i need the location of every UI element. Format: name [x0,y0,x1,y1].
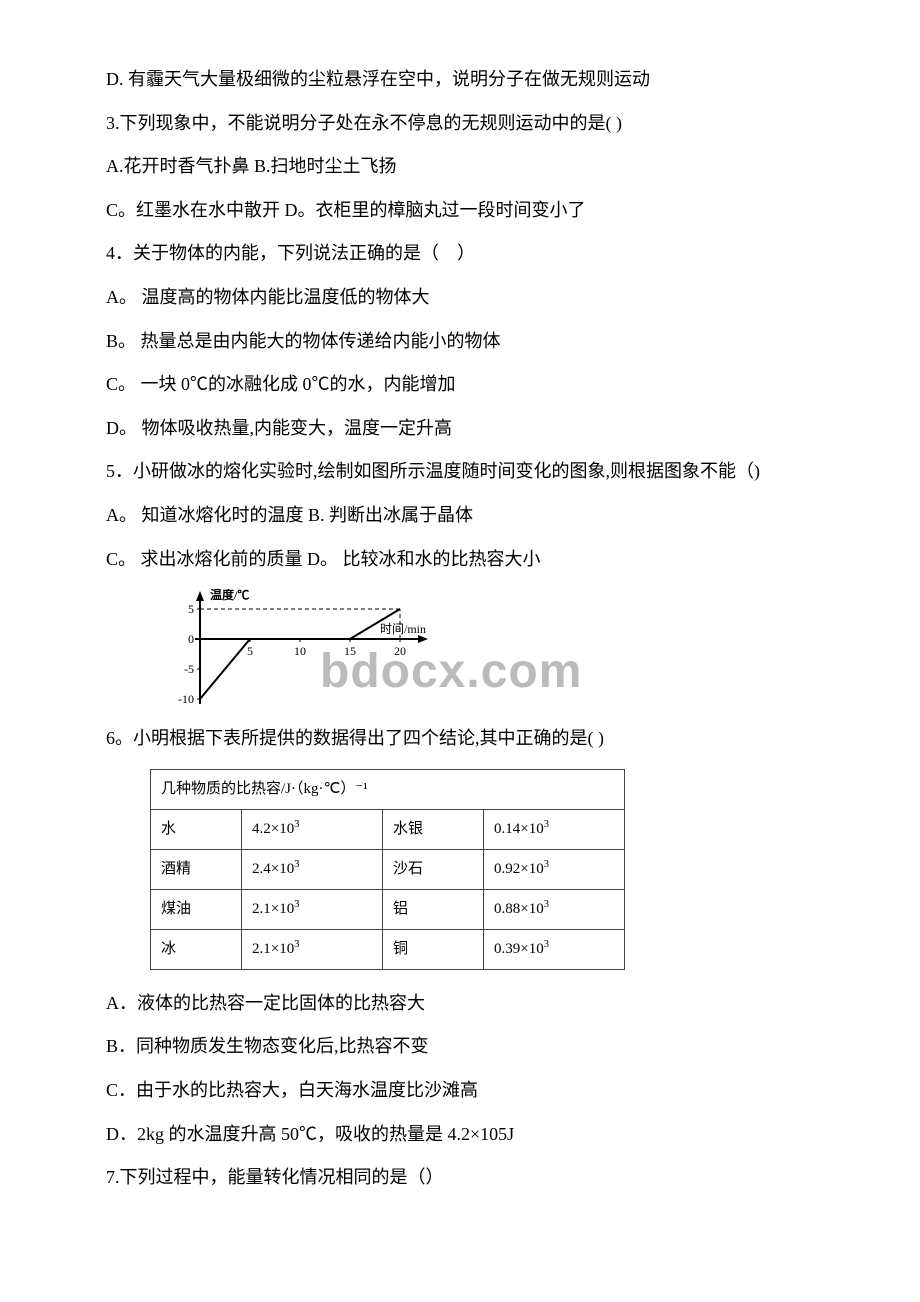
q4-stem: 4．关于物体的内能，下列说法正确的是（ ） [70,234,850,274]
table-cell: 水银 [383,809,484,849]
svg-text:-10: -10 [178,692,194,706]
q4-option-b: B。 热量总是由内能大的物体传递给内能小的物体 [70,322,850,362]
svg-text:5: 5 [247,644,253,658]
table-row: 酒精2.4×103沙石0.92×103 [151,849,625,889]
q2-option-d: D. 有霾天气大量极细微的尘粒悬浮在空中，说明分子在做无规则运动 [70,60,850,100]
table-header: 几种物质的比热容/J·（kg·℃）⁻¹ [151,769,625,809]
table-cell: 2.4×103 [242,849,383,889]
svg-text:-5: -5 [184,662,194,676]
q4-option-d: D。 物体吸收热量,内能变大，温度一定升高 [70,409,850,449]
q5-options-ab: A。 知道冰熔化时的温度 B. 判断出冰属于晶体 [70,496,850,536]
q6-option-d: D．2kg 的水温度升高 50℃，吸收的热量是 4.2×105J [70,1115,850,1155]
table-cell: 2.1×103 [242,889,383,929]
svg-text:温度/℃: 温度/℃ [210,589,249,602]
svg-text:5: 5 [188,602,194,616]
q3-stem: 3.下列现象中，不能说明分子处在永不停息的无规则运动中的是( ) [70,104,850,144]
table-cell: 0.14×103 [484,809,625,849]
svg-text:20: 20 [394,644,406,658]
melting-chart: 温度/℃时间/min-10-5055101520 bdocx.com [150,589,430,709]
table-row: 水4.2×103水银0.14×103 [151,809,625,849]
table-cell: 0.88×103 [484,889,625,929]
q6-option-a: A．液体的比热容一定比固体的比热容大 [70,984,850,1024]
table-row: 冰2.1×103铜0.39×103 [151,929,625,969]
table-cell: 沙石 [383,849,484,889]
table-row: 煤油2.1×103铝0.88×103 [151,889,625,929]
q5-stem: 5．小研做冰的熔化实验时,绘制如图所示温度随时间变化的图象,则根据图象不能（) [70,452,850,492]
table-cell: 4.2×103 [242,809,383,849]
q4-option-c: C。 一块 0℃的冰融化成 0℃的水，内能增加 [70,365,850,405]
q7-stem: 7.下列过程中，能量转化情况相同的是（） [70,1158,850,1198]
table-cell: 冰 [151,929,242,969]
q3-options-cd: C。红墨水在水中散开 D。衣柜里的樟脑丸过一段时间变小了 [70,191,850,231]
table-cell: 0.39×103 [484,929,625,969]
q3-options-ab: A.花开时香气扑鼻 B.扫地时尘土飞扬 [70,147,850,187]
table-cell: 铜 [383,929,484,969]
table-cell: 2.1×103 [242,929,383,969]
specific-heat-table: 几种物质的比热容/J·（kg·℃）⁻¹ 水4.2×103水银0.14×103酒精… [150,769,625,970]
q5-options-cd: C。 求出冰熔化前的质量 D。 比较冰和水的比热容大小 [70,540,850,580]
q6-option-b: B．同种物质发生物态变化后,比热容不变 [70,1027,850,1067]
table-cell: 酒精 [151,849,242,889]
table-cell: 铝 [383,889,484,929]
table-cell: 0.92×103 [484,849,625,889]
table-cell: 水 [151,809,242,849]
q6-option-c: C．由于水的比热容大，白天海水温度比沙滩高 [70,1071,850,1111]
table-cell: 煤油 [151,889,242,929]
svg-text:10: 10 [294,644,306,658]
q4-option-a: A。 温度高的物体内能比温度低的物体大 [70,278,850,318]
svg-text:时间/min: 时间/min [380,622,426,636]
svg-text:0: 0 [188,632,194,646]
svg-text:15: 15 [344,644,356,658]
q6-stem: 6。小明根据下表所提供的数据得出了四个结论,其中正确的是( ) [70,719,850,759]
